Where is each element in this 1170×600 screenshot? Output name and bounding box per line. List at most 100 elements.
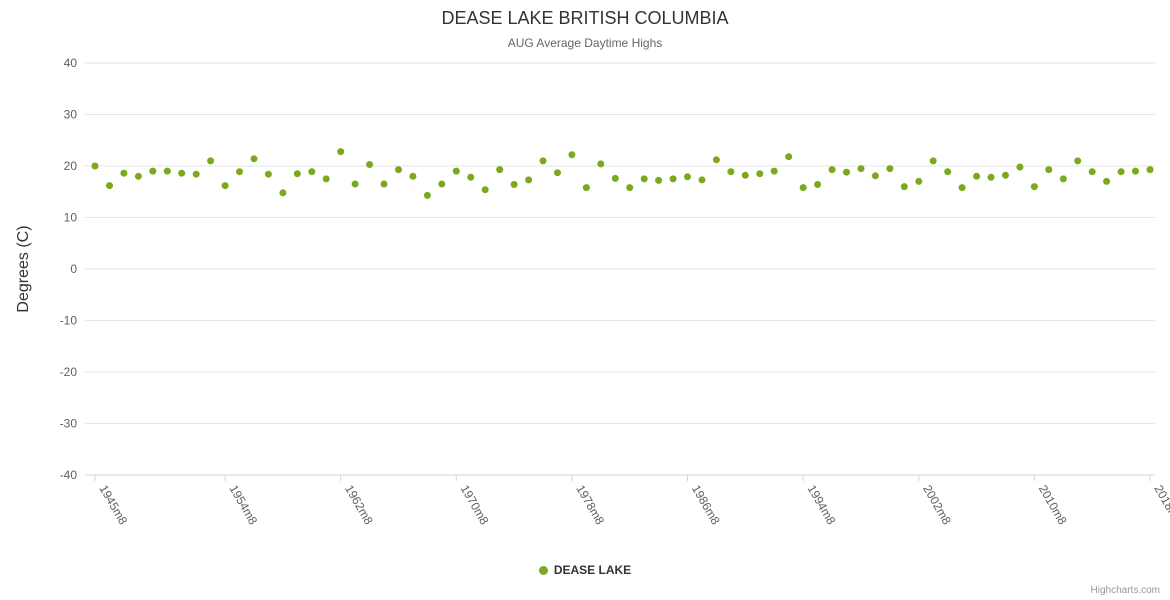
data-point[interactable] [944, 168, 952, 176]
data-point[interactable] [322, 175, 330, 183]
data-point[interactable] [554, 169, 561, 177]
y-axis-title: Degrees (C) [15, 225, 32, 312]
x-axis-tick-label: 1954m8 [226, 483, 260, 528]
data-point[interactable] [958, 184, 966, 192]
data-point[interactable] [539, 157, 547, 165]
data-point[interactable] [279, 189, 287, 197]
data-point[interactable] [785, 153, 793, 161]
data-point[interactable] [178, 169, 186, 177]
x-axis-tick-label: 2010m8 [1036, 483, 1070, 528]
data-point[interactable] [1045, 166, 1053, 174]
data-point[interactable] [207, 157, 215, 165]
data-point[interactable] [843, 168, 850, 176]
data-point[interactable] [192, 170, 200, 178]
data-point[interactable] [929, 157, 937, 165]
data-point[interactable] [1030, 183, 1038, 191]
data-point[interactable] [611, 174, 619, 182]
data-point[interactable] [467, 173, 475, 181]
data-point[interactable] [163, 167, 171, 175]
data-point[interactable] [236, 168, 243, 176]
chart-subtitle: AUG Average Daytime Highs [507, 36, 663, 50]
x-axis-tick-label: 1994m8 [805, 483, 839, 528]
data-point[interactable] [91, 162, 99, 170]
y-axis-tick-label: 30 [64, 108, 78, 122]
data-point[interactable] [264, 170, 272, 178]
data-point[interactable] [770, 167, 778, 175]
data-point[interactable] [626, 184, 634, 192]
data-point[interactable] [712, 156, 720, 164]
data-point[interactable] [915, 177, 923, 185]
highcharts-credits[interactable]: Highcharts.com [1090, 585, 1160, 596]
legend-label: DEASE LAKE [553, 563, 632, 577]
data-point[interactable] [149, 167, 157, 175]
data-point[interactable] [409, 172, 417, 180]
data-point[interactable] [973, 172, 981, 180]
legend: DEASE LAKE [0, 563, 1170, 577]
x-axis-tick-label: 2002m8 [920, 483, 954, 528]
data-point[interactable] [1002, 171, 1009, 179]
x-axis-tick-label: 2018m8 [1151, 483, 1170, 528]
data-point[interactable] [1146, 166, 1154, 174]
data-point[interactable] [987, 173, 995, 181]
x-axis-tick-label: 1970m8 [458, 483, 492, 528]
data-point[interactable] [423, 191, 431, 199]
data-point[interactable] [597, 160, 605, 168]
data-point[interactable] [452, 167, 460, 175]
data-point[interactable] [814, 181, 822, 188]
data-point[interactable] [221, 182, 229, 190]
y-axis-tick-label: 0 [70, 262, 77, 276]
data-point[interactable] [496, 166, 504, 174]
data-point[interactable] [1132, 167, 1139, 175]
data-point[interactable] [1059, 175, 1067, 183]
data-point[interactable] [366, 161, 374, 168]
data-point[interactable] [1088, 168, 1096, 176]
data-point[interactable] [900, 183, 908, 191]
y-axis-tick-label: -30 [60, 417, 78, 431]
data-point[interactable] [886, 165, 894, 173]
x-axis-tick-label: 1986m8 [689, 483, 723, 528]
data-point[interactable] [756, 170, 764, 178]
data-point[interactable] [640, 175, 648, 183]
data-point[interactable] [669, 175, 677, 183]
data-point[interactable] [799, 184, 807, 192]
data-point[interactable] [250, 155, 258, 163]
data-point[interactable] [380, 180, 388, 188]
data-point[interactable] [293, 170, 301, 178]
data-point[interactable] [351, 180, 359, 188]
data-point[interactable] [395, 166, 402, 174]
x-axis-tick-label: 1962m8 [342, 483, 376, 528]
data-point[interactable] [308, 168, 316, 176]
data-point[interactable] [1103, 177, 1111, 185]
data-point[interactable] [481, 186, 489, 194]
data-point[interactable] [857, 165, 865, 173]
data-point[interactable] [1074, 157, 1082, 165]
legend-marker-icon [538, 565, 548, 575]
data-point[interactable] [727, 168, 735, 176]
data-point[interactable] [1016, 163, 1024, 171]
y-axis-tick-label: -20 [60, 365, 78, 379]
data-point[interactable] [120, 169, 128, 177]
data-point[interactable] [698, 176, 706, 184]
data-point[interactable] [510, 181, 518, 188]
data-point[interactable] [741, 171, 749, 179]
data-point[interactable] [1117, 168, 1125, 176]
data-point[interactable] [106, 182, 113, 190]
legend-item-dease-lake[interactable]: DEASE LAKE [538, 563, 632, 577]
data-point[interactable] [582, 184, 590, 192]
data-point[interactable] [337, 148, 345, 156]
data-point[interactable] [655, 176, 663, 184]
data-point[interactable] [828, 166, 836, 174]
y-axis-tick-label: 20 [64, 159, 78, 173]
data-point[interactable] [438, 180, 446, 188]
data-point[interactable] [134, 172, 142, 180]
data-point[interactable] [568, 151, 576, 159]
y-axis-tick-label: -10 [60, 314, 78, 328]
data-point[interactable] [525, 176, 533, 184]
data-point[interactable] [871, 172, 879, 180]
x-axis-tick-label: 1978m8 [573, 483, 607, 528]
data-point[interactable] [684, 173, 691, 181]
chart-title: DEASE LAKE BRITISH COLUMBIA [441, 8, 729, 28]
x-axis-tick-label: 1945m8 [96, 483, 130, 528]
